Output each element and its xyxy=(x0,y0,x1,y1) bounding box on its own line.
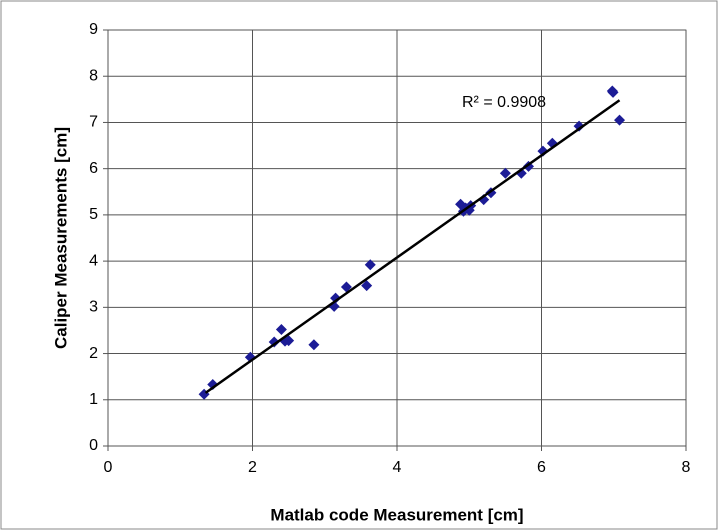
y-tick-label: 6 xyxy=(89,160,98,177)
point xyxy=(499,167,511,179)
point xyxy=(364,259,376,271)
point xyxy=(606,85,618,97)
y-tick-label: 9 xyxy=(89,21,98,38)
point xyxy=(275,324,287,336)
x-tick-label: 2 xyxy=(248,459,257,476)
x-tick-label: 0 xyxy=(104,459,113,476)
point xyxy=(573,120,585,132)
y-tick-label: 1 xyxy=(89,391,98,408)
trend-line xyxy=(204,99,621,394)
point xyxy=(308,339,320,351)
y-tick-label: 2 xyxy=(89,345,98,362)
x-tick-label: 4 xyxy=(393,459,402,476)
y-tick-label: 0 xyxy=(89,437,98,454)
y-tick-label: 5 xyxy=(89,206,98,223)
point xyxy=(340,281,352,293)
x-tick-label: 8 xyxy=(682,459,691,476)
y-tick-label: 8 xyxy=(89,67,98,84)
y-axis-title: Caliper Measurements [cm] xyxy=(51,127,70,349)
point xyxy=(283,335,295,347)
annotation: R² = 0.9908 xyxy=(462,94,546,111)
y-tick-label: 7 xyxy=(89,114,98,131)
point xyxy=(361,280,373,292)
y-tick-label: 3 xyxy=(89,299,98,316)
point xyxy=(330,292,342,304)
y-tick-label: 4 xyxy=(89,252,98,269)
point xyxy=(614,114,626,126)
x-tick-label: 6 xyxy=(537,459,546,476)
x-axis-title: Matlab code Measurement [cm] xyxy=(270,505,523,524)
